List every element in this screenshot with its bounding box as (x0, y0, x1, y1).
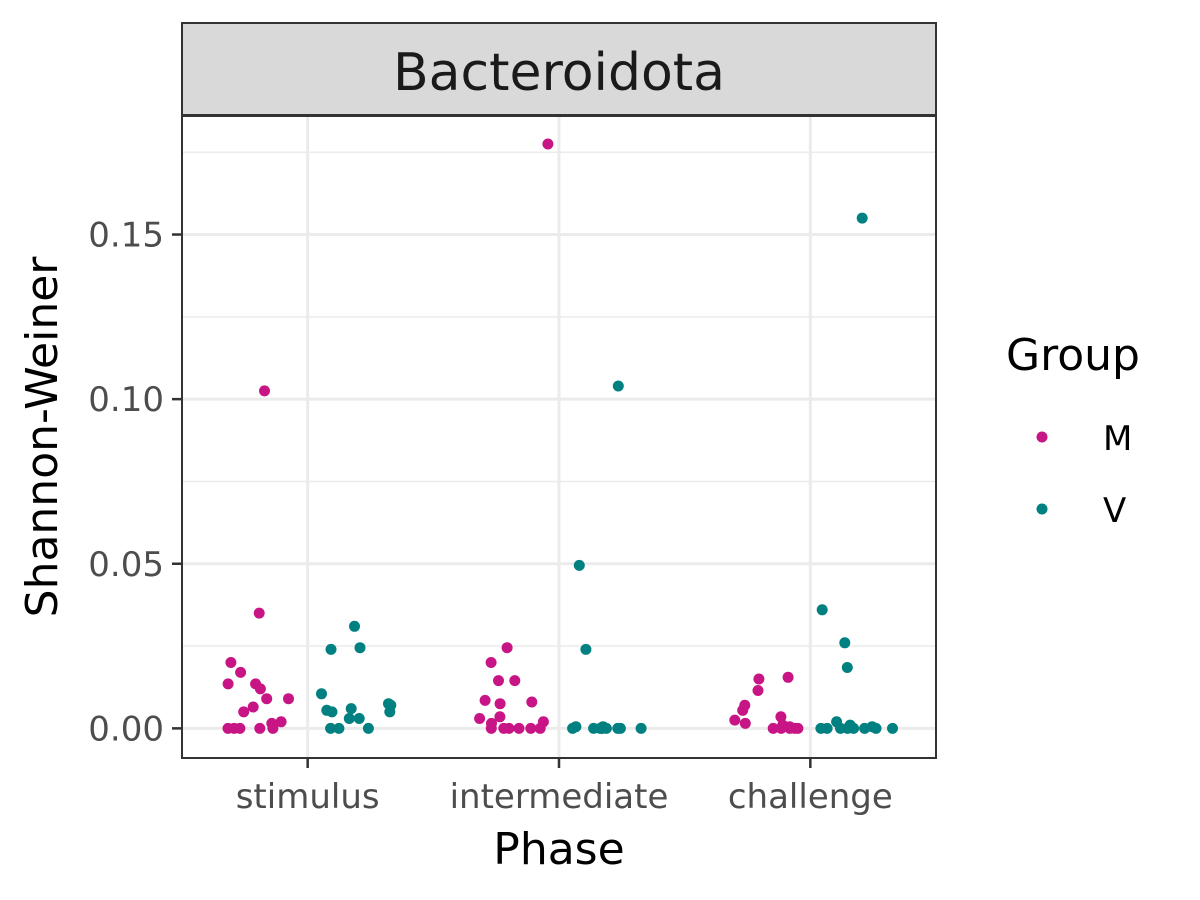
major-gridlines (182, 116, 936, 758)
x-axis-title: Phase (493, 824, 624, 875)
point-challenge-v (887, 722, 898, 734)
point-intermediate-m (479, 694, 491, 706)
y-tick-label: 0.10 (88, 380, 164, 420)
data-points (222, 138, 898, 734)
point-intermediate-m (525, 722, 537, 734)
point-intermediate-v (635, 722, 647, 734)
point-challenge-v (870, 722, 882, 734)
point-stimulus-v (325, 643, 337, 655)
facet-strip (181, 22, 937, 116)
point-stimulus-m (283, 693, 294, 705)
point-stimulus-m (238, 706, 250, 718)
point-stimulus-v (353, 713, 365, 724)
legend: Group M V (1006, 330, 1140, 531)
point-intermediate-m (494, 698, 506, 710)
point-challenge-m (767, 722, 779, 734)
point-stimulus-v (345, 703, 357, 715)
point-intermediate-v (612, 722, 624, 734)
point-stimulus-v (349, 620, 360, 632)
legend-marker-v (1036, 503, 1048, 515)
point-stimulus-v (325, 722, 337, 734)
point-intermediate-m (509, 675, 521, 687)
point-stimulus-m (235, 666, 247, 678)
point-challenge-v (856, 212, 868, 224)
point-stimulus-m (222, 678, 234, 690)
point-stimulus-m (261, 693, 273, 705)
point-intermediate-v (567, 722, 579, 734)
point-intermediate-m (534, 722, 546, 734)
point-intermediate-m (498, 722, 510, 734)
y-tick-label: 0.00 (88, 709, 164, 749)
point-intermediate-v (596, 722, 608, 734)
point-challenge-v (848, 722, 860, 734)
point-stimulus-v (316, 688, 327, 700)
y-axis-title: Shannon-Weiner (17, 256, 68, 618)
point-intermediate-v (588, 722, 600, 734)
point-stimulus-v (333, 722, 345, 734)
point-stimulus-v (343, 713, 355, 724)
point-stimulus-v (354, 642, 366, 654)
point-challenge-v (821, 722, 833, 734)
point-stimulus-m (254, 722, 266, 734)
point-intermediate-m (542, 138, 554, 150)
point-challenge-m (784, 722, 796, 734)
point-challenge-v (859, 722, 871, 734)
x-tick-label-challenge: challenge (728, 777, 893, 817)
point-challenge-m (737, 704, 749, 716)
point-intermediate-m (501, 642, 513, 654)
x-tick-label-stimulus: stimulus (236, 777, 380, 817)
point-stimulus-m (267, 722, 279, 734)
point-stimulus-v (384, 706, 396, 718)
point-stimulus-v (326, 706, 338, 718)
point-stimulus-m (253, 607, 265, 619)
x-axis: stimulus intermediate challenge (236, 758, 893, 817)
point-challenge-v (841, 662, 853, 673)
point-intermediate-m (493, 675, 504, 687)
point-stimulus-m (254, 683, 266, 695)
point-intermediate-v (612, 380, 624, 392)
point-stimulus-v (362, 722, 374, 734)
legend-label-m: M (1103, 419, 1132, 459)
point-challenge-m (729, 714, 741, 726)
point-intermediate-m (485, 722, 497, 734)
legend-title: Group (1006, 330, 1140, 381)
y-tick-label: 0.05 (88, 545, 164, 585)
point-intermediate-v (573, 559, 585, 571)
legend-label-v: V (1103, 491, 1126, 531)
point-challenge-v (839, 637, 851, 649)
y-axis: 0.00 0.05 0.10 0.15 (88, 216, 182, 749)
legend-marker-m (1036, 431, 1048, 443)
facet-title: Bacteroidota (393, 43, 725, 103)
point-challenge-m (775, 711, 787, 723)
point-intermediate-m (485, 657, 497, 668)
point-challenge-m (775, 722, 787, 734)
point-stimulus-m (225, 657, 237, 668)
point-challenge-m (739, 717, 751, 729)
point-challenge-m (782, 671, 794, 683)
y-tick-label: 0.15 (88, 216, 164, 256)
point-challenge-m (753, 673, 765, 685)
point-stimulus-m (259, 385, 270, 397)
point-stimulus-m (247, 701, 259, 713)
point-intermediate-m (526, 696, 538, 708)
point-stimulus-m (275, 716, 287, 728)
point-intermediate-m (513, 722, 525, 734)
point-intermediate-m (474, 713, 486, 724)
point-stimulus-m (228, 722, 240, 734)
point-challenge-v (816, 604, 828, 616)
point-intermediate-v (580, 643, 592, 655)
point-intermediate-m (494, 711, 506, 723)
point-challenge-m (752, 685, 764, 696)
x-tick-label-intermediate: intermediate (450, 777, 669, 817)
